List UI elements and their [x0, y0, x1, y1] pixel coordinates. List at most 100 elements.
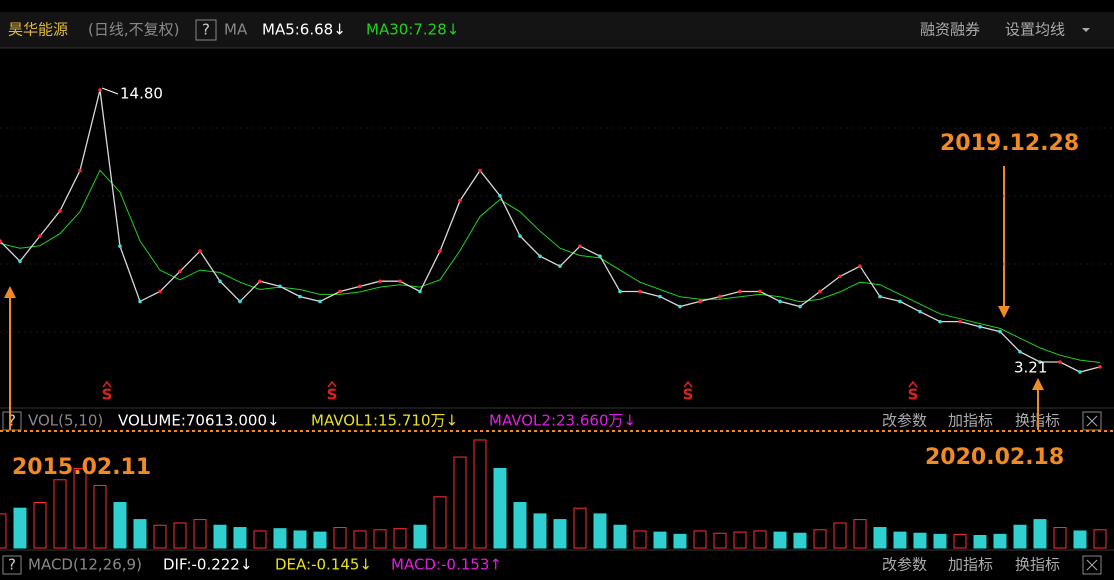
volume-bar — [13, 507, 27, 549]
price-point — [938, 319, 942, 324]
price-point — [1038, 360, 1042, 364]
price-point — [18, 259, 22, 264]
volume-bar — [313, 531, 327, 549]
button[interactable]: 改参数 — [882, 412, 927, 430]
dropdown-icon[interactable] — [1082, 28, 1090, 32]
button[interactable]: 融资融券 — [920, 21, 980, 39]
price-point — [438, 249, 442, 253]
signal-arrow — [908, 380, 918, 388]
price-point — [278, 284, 282, 289]
button[interactable]: 加指标 — [948, 412, 993, 430]
period: (日线,不复权) — [88, 21, 179, 39]
price-point — [418, 289, 422, 294]
price-point — [758, 289, 762, 294]
ma5: MA5:6.68↓ — [262, 21, 346, 39]
help-box[interactable] — [195, 19, 217, 41]
price-point — [258, 279, 262, 284]
help[interactable]: ? — [8, 412, 16, 430]
annotation: 2020.02.18 — [925, 445, 1064, 470]
help-box[interactable] — [2, 555, 22, 575]
help[interactable]: ? — [8, 556, 16, 574]
volume-bar — [453, 456, 467, 549]
price-point — [638, 289, 642, 294]
macd: MACD:-0.153↑ — [391, 556, 502, 574]
high-label: 14.80 — [120, 85, 163, 103]
price-point — [538, 254, 542, 258]
arrowhead — [4, 286, 16, 298]
price-point — [318, 299, 322, 304]
close-icon[interactable] — [1086, 415, 1098, 427]
price-point — [978, 324, 982, 329]
price-point — [458, 198, 462, 203]
annotation: 2015.02.11 — [12, 455, 151, 480]
help[interactable]: ? — [202, 21, 210, 39]
mavol2: MAVOL2:23.660万↓ — [489, 412, 636, 430]
close-icon[interactable] — [1086, 559, 1098, 571]
price-point — [578, 244, 582, 249]
price-point — [618, 289, 622, 294]
volume-bar — [693, 530, 707, 549]
price-point — [358, 284, 362, 289]
volume-bar — [1073, 530, 1087, 549]
price-point — [198, 249, 202, 253]
volume-bar — [873, 527, 887, 549]
price-point — [858, 264, 862, 268]
mavol1: MAVOL1:15.710万↓ — [311, 412, 458, 430]
price-point — [0, 239, 2, 243]
ma-label: MA — [224, 21, 248, 39]
price-point — [298, 294, 302, 299]
volume-bar — [653, 531, 667, 549]
volume-bar — [113, 502, 127, 549]
volume-bar — [713, 532, 727, 549]
price-point — [138, 299, 142, 304]
price-point — [598, 254, 602, 258]
volume-bar — [173, 522, 187, 549]
volume-bar — [753, 530, 767, 549]
annotation: 2019.12.28 — [940, 131, 1079, 156]
price-point — [1018, 350, 1022, 354]
price-point — [58, 209, 62, 213]
volume-bar — [933, 533, 947, 549]
price-point — [738, 289, 742, 294]
price-point — [398, 279, 402, 284]
volume-bar — [133, 519, 147, 549]
price-point — [998, 329, 1002, 334]
price-point — [918, 309, 922, 314]
volume-bar — [913, 532, 927, 549]
price-point — [378, 279, 382, 284]
volume-bar — [733, 531, 747, 549]
button[interactable]: 改参数 — [882, 556, 927, 574]
price-point — [838, 274, 842, 279]
button[interactable]: 设置均线 — [1005, 21, 1065, 39]
price-point — [1078, 370, 1082, 374]
volume-bar — [573, 507, 587, 549]
volume-bar — [253, 530, 267, 549]
pointer — [101, 87, 119, 95]
volume-bar — [853, 519, 867, 549]
button[interactable]: 加指标 — [948, 556, 993, 574]
volume-bar — [213, 524, 227, 549]
volume-bar — [333, 527, 347, 549]
signal-arrow — [327, 380, 337, 388]
ma30-line — [0, 169, 1101, 363]
price-point — [958, 319, 962, 324]
volume-bar — [233, 527, 247, 549]
volume-bar — [433, 496, 447, 549]
signal-arrow — [683, 380, 693, 388]
arrowhead — [1032, 378, 1044, 390]
volume-bar — [493, 467, 507, 549]
price-point — [38, 234, 42, 238]
price-point — [98, 88, 102, 92]
volume-bar — [0, 513, 7, 549]
volume-bar — [793, 532, 807, 549]
price-point — [478, 168, 482, 173]
close-box[interactable] — [1082, 555, 1102, 575]
price-point — [878, 294, 882, 299]
volume-bar — [153, 524, 167, 549]
price-point — [718, 294, 722, 299]
price-point — [778, 299, 782, 304]
price-point — [338, 289, 342, 294]
low-label: 3.21 — [1014, 359, 1047, 377]
button[interactable]: 换指标 — [1015, 556, 1060, 574]
